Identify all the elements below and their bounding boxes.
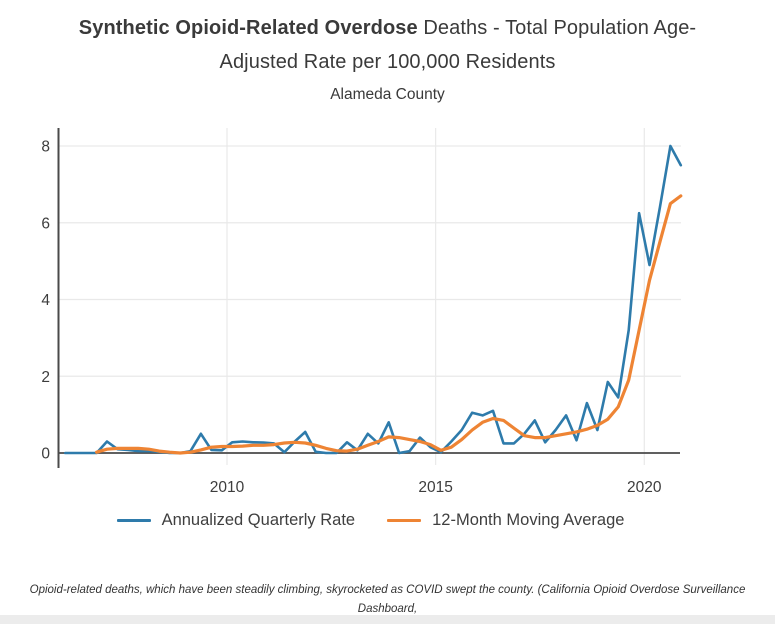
y-tick-label: 8 (41, 139, 50, 156)
figure-caption-line1: Opioid-related deaths, which have been s… (29, 584, 746, 615)
legend-item-annualized-quarterly-rate: Annualized Quarterly Rate (116, 511, 356, 530)
y-tick-label: 6 (41, 215, 50, 232)
chart-legend: Annualized Quarterly Rate 12-Month Movin… (0, 511, 758, 530)
chart-title-regular-segment: Deaths - Total Population Age- (417, 17, 697, 39)
chart-title-bold-segment: Synthetic Opioid-Related Overdose (78, 17, 418, 39)
legend-line-swatch-orange (387, 518, 422, 523)
x-tick-label: 2010 (210, 479, 245, 496)
legend-line-swatch-blue (116, 518, 151, 523)
line-chart-plot-area: 0 2 4 6 8 2010 2015 2020 (41, 128, 683, 496)
data-line-1 (94, 194, 683, 455)
legend-label-12-month-moving-average: 12-Month Moving Average (432, 511, 625, 529)
chart-subtitle: Alameda County (330, 86, 445, 103)
y-tick-label: 2 (41, 369, 50, 386)
chart-title-line1: Synthetic Opioid-Related Overdose Deaths… (0, 11, 775, 45)
y-tick-label: 0 (41, 446, 50, 463)
page-bottom-edge (0, 615, 775, 624)
chart-title: Synthetic Opioid-Related Overdose Deaths… (0, 11, 775, 79)
x-tick-label: 2015 (418, 479, 452, 496)
y-tick-label: 4 (41, 292, 50, 309)
chart-title-line2: Adjusted Rate per 100,000 Residents (219, 51, 556, 73)
legend-item-12-month-moving-average: 12-Month Moving Average (387, 511, 624, 530)
legend-label-annualized-quarterly-rate: Annualized Quarterly Rate (161, 511, 356, 529)
x-tick-label: 2020 (627, 479, 662, 496)
